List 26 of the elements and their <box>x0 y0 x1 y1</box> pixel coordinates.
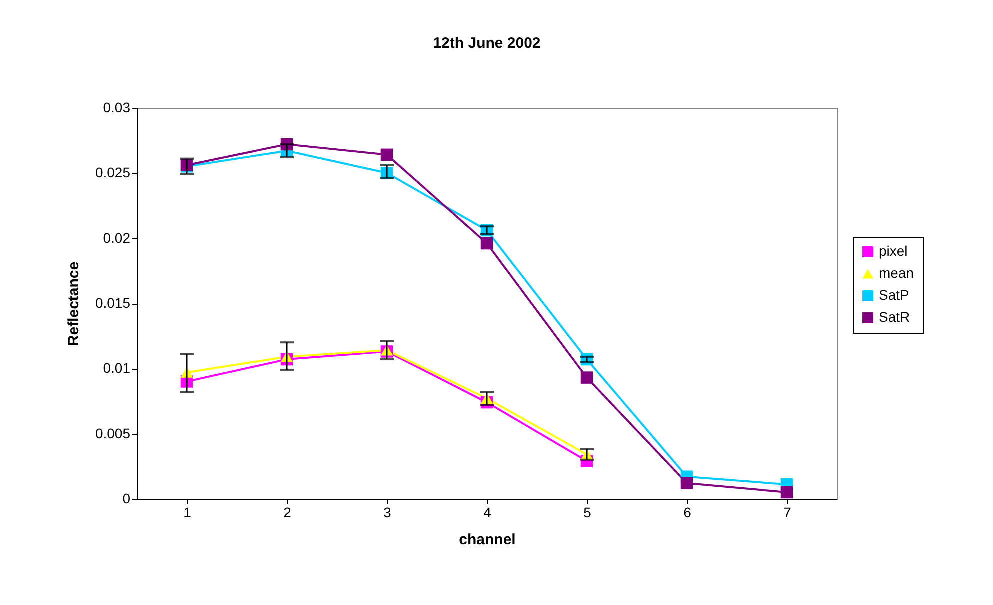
y-tick-label: 0 <box>122 490 131 506</box>
x-tick-label: 1 <box>184 504 192 520</box>
legend-label: SatR <box>879 309 910 325</box>
x-tick-label: 6 <box>684 504 692 520</box>
y-tick-label: 0.005 <box>95 425 131 442</box>
y-tick-label: 0.01 <box>103 360 131 376</box>
x-tick-label: 2 <box>284 504 292 520</box>
point <box>480 237 494 250</box>
y-tick-label: 0.025 <box>95 164 131 181</box>
x-tick-label: 3 <box>384 504 392 520</box>
legend-label: pixel <box>879 243 908 259</box>
y-tick-label: 0.02 <box>103 230 131 246</box>
chart-title: 12th June 2002 <box>433 35 541 52</box>
point <box>780 486 794 499</box>
point <box>680 477 694 490</box>
y-tick-label: 0.015 <box>95 295 131 311</box>
y-tick-label: 0.03 <box>103 100 131 116</box>
x-tick-label: 7 <box>784 504 792 520</box>
legend-label: mean <box>879 265 914 281</box>
point <box>380 148 394 162</box>
x-tick-label: 5 <box>584 504 592 520</box>
y-axis-title: Reflectance <box>65 262 82 346</box>
x-axis-title: channel <box>459 532 516 548</box>
legend-label: SatP <box>879 287 910 303</box>
point <box>580 372 594 384</box>
x-tick-label: 4 <box>484 504 492 520</box>
